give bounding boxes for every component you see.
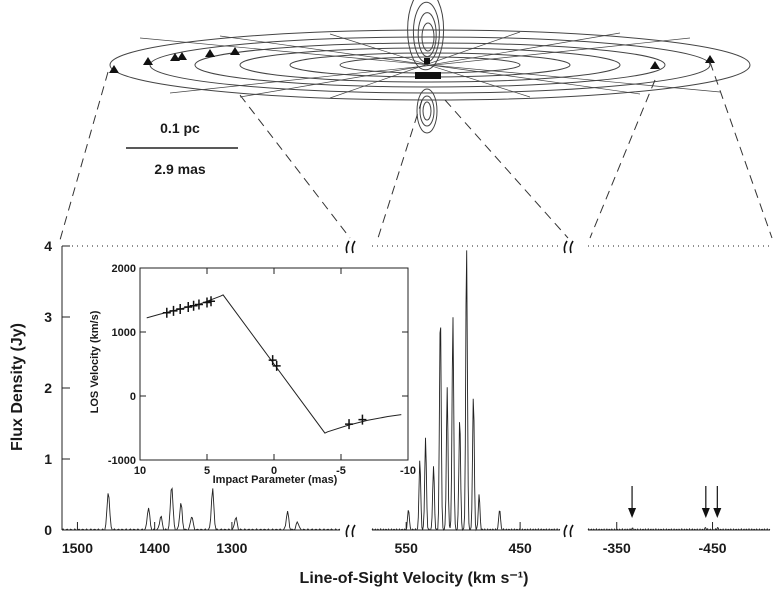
spectrum-line: [61, 487, 341, 531]
x-axis-title: Line-of-Sight Velocity (km s⁻¹): [300, 570, 529, 587]
x-tick-label: 1300: [216, 540, 247, 556]
spectrum-ticks: 0 1 2 3 4 1500 1400 1300 550 450 -350 -450: [44, 238, 727, 556]
counterjet-contour: [416, 88, 438, 134]
arrow-head: [701, 508, 710, 518]
spectrum-line: [587, 527, 771, 531]
systemic-masers: [415, 72, 441, 79]
inset-data-point: [203, 297, 211, 308]
high-velocity-maser: [143, 57, 153, 65]
high-velocity-maser: [170, 53, 180, 61]
connector-lines: [59, 61, 773, 241]
counterjet-contour: [419, 95, 435, 127]
inset-rotation-curve: 10 5 0 -5 -10 -1000 0 1000 2000: [108, 263, 416, 477]
x-tick-label: -350: [603, 540, 631, 556]
x-tick-label: 1500: [62, 540, 93, 556]
arrow-head: [628, 508, 637, 518]
x-tick-label: -450: [699, 540, 727, 556]
high-velocity-maser: [109, 65, 119, 73]
x-tick-label: 1400: [139, 540, 170, 556]
inset-data-point: [268, 355, 277, 366]
jet-contour: [407, 0, 445, 71]
inset-x-tick-label: -10: [400, 465, 416, 477]
x-tick-label: 450: [508, 540, 532, 556]
inset-data-point: [184, 302, 193, 313]
systemic-arrows: [628, 486, 722, 518]
inset-data-point: [194, 299, 203, 310]
high-velocity-maser: [705, 55, 715, 63]
spectrum-lines: [61, 250, 771, 532]
inset-data-point: [162, 307, 171, 318]
inset-y-tick-label: 0: [130, 391, 136, 403]
inset-data-point: [207, 296, 216, 307]
inset-y-axis-title: LOS Velocity (km/s): [89, 310, 101, 413]
counterjet-contour: [422, 101, 432, 121]
high-velocity-maser: [205, 49, 215, 57]
disk-spoke: [169, 37, 691, 94]
inset-data-point: [358, 414, 367, 425]
scale-bar: 0.1 pc 2.9 mas: [126, 120, 238, 177]
inset-x-tick-label: 0: [271, 465, 277, 477]
inset-data-point: [176, 303, 185, 314]
disk-diagram: [109, 0, 751, 134]
y-tick-label: 3: [44, 309, 52, 325]
disk-spoke: [329, 31, 521, 99]
inset-data-point: [345, 419, 354, 430]
y-axis-title: Flux Density (Jy): [9, 323, 26, 451]
inset-x-tick-label: 5: [204, 465, 210, 477]
disk-ring: [194, 42, 666, 88]
inset-x-tick-label: 10: [134, 465, 146, 477]
disk-spoke: [239, 32, 621, 98]
high-velocity-maser: [650, 61, 660, 69]
jet-contour: [417, 12, 437, 58]
spectrum-line: [371, 250, 561, 532]
inset-y-tick-label: -1000: [108, 455, 136, 467]
disk-ring: [239, 47, 621, 83]
nucleus-marker: [424, 58, 430, 64]
inset-y-tick-label: 1000: [112, 327, 136, 339]
inset-data-point: [189, 300, 198, 311]
high-velocity-maser: [230, 47, 240, 55]
jet-contour: [421, 22, 435, 52]
x-tick-label: 550: [395, 540, 419, 556]
inset-x-axis-title: Impact Parameter (mas): [213, 474, 338, 486]
inset-y-tick-label: 2000: [112, 263, 136, 275]
y-tick-label: 4: [44, 238, 52, 254]
y-tick-label: 2: [44, 380, 52, 396]
arrow-head: [713, 508, 722, 518]
axis-breaks: [345, 240, 574, 538]
inset-data-point: [272, 360, 281, 371]
scale-bar-bottom-label: 2.9 mas: [154, 161, 206, 177]
y-tick-label: 1: [44, 451, 52, 467]
disk-ring: [109, 29, 751, 101]
y-tick-label: 0: [44, 522, 52, 538]
scale-bar-top-label: 0.1 pc: [160, 120, 200, 136]
inset-x-tick-label: -5: [336, 465, 346, 477]
high-velocity-maser: [177, 52, 187, 60]
inset-data-point: [169, 305, 178, 316]
